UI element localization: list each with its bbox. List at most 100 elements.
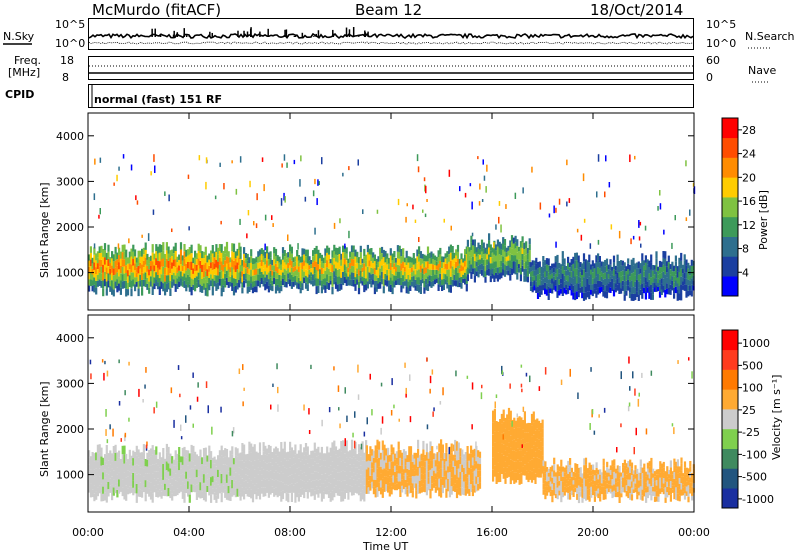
data-cell <box>583 458 586 466</box>
data-cell <box>595 485 598 491</box>
data-cell <box>142 267 145 274</box>
data-cell <box>280 481 283 492</box>
data-cell <box>329 483 332 493</box>
data-cell <box>187 261 190 269</box>
data-cell <box>340 283 343 290</box>
data-cell <box>312 268 315 275</box>
data-cell <box>333 468 336 479</box>
data-cell <box>531 271 534 277</box>
data-cell <box>111 251 114 259</box>
data-cell <box>213 492 216 500</box>
data-cell <box>499 450 502 461</box>
data-cell <box>197 243 200 251</box>
data-cell <box>590 264 593 270</box>
data-cell <box>651 270 654 277</box>
data-cell <box>343 462 346 472</box>
data-cell <box>148 281 151 288</box>
data-cell <box>363 263 366 271</box>
data-cell <box>269 478 272 487</box>
data-cell <box>287 262 290 269</box>
data-cell <box>128 263 131 270</box>
data-cell <box>290 483 293 493</box>
data-cell <box>592 490 595 496</box>
data-cell <box>112 454 115 463</box>
data-cell <box>267 489 270 498</box>
data-cell <box>509 260 512 268</box>
data-cell <box>222 257 225 265</box>
data-cell <box>231 463 234 472</box>
data-cell <box>602 493 605 500</box>
data-cell <box>447 478 450 486</box>
data-cell <box>425 255 428 262</box>
data-cell <box>611 287 614 291</box>
data-speckle <box>120 438 122 442</box>
data-cell <box>319 486 322 494</box>
data-cell <box>359 474 362 484</box>
data-cell <box>597 469 600 475</box>
data-cell <box>273 456 276 465</box>
data-speckle <box>308 408 310 415</box>
data-cell <box>329 280 332 285</box>
data-cell <box>103 454 107 462</box>
data-cell <box>615 473 618 479</box>
data-cell <box>93 277 96 285</box>
data-cell <box>547 265 550 273</box>
data-cell <box>343 489 346 499</box>
data-cell <box>504 472 507 484</box>
data-cell <box>570 486 573 491</box>
data-cell <box>459 448 462 457</box>
data-cell <box>234 472 237 481</box>
data-cell <box>257 459 260 468</box>
data-cell <box>678 286 681 294</box>
data-cell <box>489 257 492 264</box>
data-cell <box>276 464 279 473</box>
data-cell <box>290 492 293 502</box>
data-cell <box>685 477 688 482</box>
data-cell <box>210 468 213 477</box>
data-cell <box>625 479 628 486</box>
data-cell <box>507 465 511 477</box>
data-cell <box>493 268 496 276</box>
data-cell <box>211 261 214 271</box>
data-cell <box>448 254 451 262</box>
data-cell <box>185 256 188 264</box>
data-cell <box>308 278 311 284</box>
data-cell <box>225 465 229 475</box>
data-cell <box>428 275 431 281</box>
data-cell <box>609 276 612 282</box>
data-cell <box>683 272 686 279</box>
data-cell <box>116 474 119 483</box>
data-cell <box>220 278 223 288</box>
data-cell <box>340 277 343 284</box>
data-cell <box>153 277 156 284</box>
data-cell <box>102 457 105 465</box>
data-cell <box>283 274 286 281</box>
data-cell <box>409 446 413 454</box>
data-cell <box>278 281 281 288</box>
data-cell <box>413 458 416 465</box>
data-cell <box>229 281 232 287</box>
data-cell <box>178 270 181 277</box>
data-cell <box>391 260 394 267</box>
data-cell <box>158 489 161 497</box>
data-cell <box>542 483 545 489</box>
data-cell <box>529 442 532 452</box>
data-cell <box>489 269 492 276</box>
data-cell <box>464 466 467 474</box>
data-cell <box>381 459 384 470</box>
data-cell <box>560 466 563 474</box>
data-speckle <box>271 215 273 220</box>
data-cell <box>436 484 439 491</box>
data-cell <box>98 253 101 260</box>
data-cell <box>429 479 432 489</box>
data-cell <box>107 280 110 288</box>
data-cell <box>303 464 306 473</box>
data-cell <box>600 281 603 287</box>
data-cell <box>167 260 170 268</box>
data-cell <box>292 281 295 287</box>
data-cell <box>204 447 207 457</box>
data-cell <box>148 473 151 482</box>
data-cell <box>498 254 501 261</box>
data-cell <box>394 478 397 485</box>
data-cell <box>116 272 119 280</box>
